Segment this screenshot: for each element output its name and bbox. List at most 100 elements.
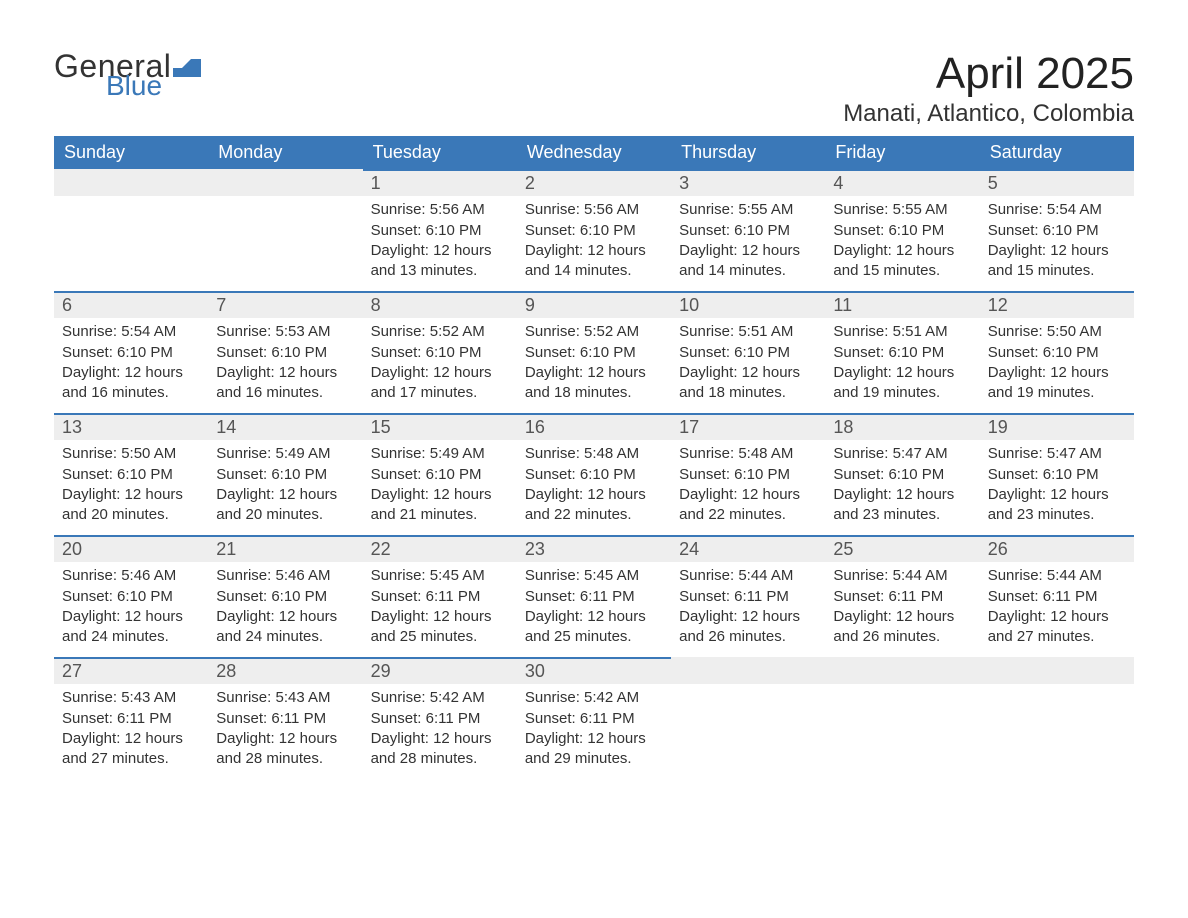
daylight-line-2: and 14 minutes. [679,261,817,281]
sunset-line: Sunset: 6:10 PM [679,465,817,485]
daylight-line-1: Daylight: 12 hours [679,485,817,505]
daylight-line-1: Daylight: 12 hours [525,607,663,627]
calendar-day-cell: 25 Sunrise: 5:44 AMSunset: 6:11 PMDayligh… [825,535,979,657]
daylight-line-1: Daylight: 12 hours [216,485,354,505]
sunrise-line: Sunrise: 5:46 AM [62,566,200,586]
sunset-line: Sunset: 6:10 PM [679,343,817,363]
sunset-line: Sunset: 6:11 PM [216,709,354,729]
daylight-line-1: Daylight: 12 hours [216,607,354,627]
daylight-line-2: and 28 minutes. [216,749,354,769]
sunrise-line: Sunrise: 5:56 AM [525,200,663,220]
sunset-line: Sunset: 6:10 PM [62,587,200,607]
day-body: Sunrise: 5:46 AMSunset: 6:10 PMDaylight:… [54,562,208,655]
sunset-line: Sunset: 6:10 PM [988,343,1126,363]
daylight-line-1: Daylight: 12 hours [371,607,509,627]
daylight-line-1: Daylight: 12 hours [679,607,817,627]
day-number-bar: 3 [671,169,825,196]
day-number-bar: 14 [208,413,362,440]
daylight-line-2: and 21 minutes. [371,505,509,525]
calendar-day-cell: 2Sunrise: 5:56 AMSunset: 6:10 PMDaylight… [517,169,671,291]
daylight-line-2: and 16 minutes. [62,383,200,403]
calendar-day-cell: 8Sunrise: 5:52 AMSunset: 6:10 PMDaylight… [363,291,517,413]
day-number-bar: 26 [980,535,1134,562]
sunset-line: Sunset: 6:10 PM [62,465,200,485]
day-body: Sunrise: 5:42 AMSunset: 6:11 PMDaylight:… [517,684,671,777]
daylight-line-1: Daylight: 12 hours [62,607,200,627]
sunset-line: Sunset: 6:11 PM [525,587,663,607]
daylight-line-1: Daylight: 12 hours [371,729,509,749]
sunrise-line: Sunrise: 5:44 AM [679,566,817,586]
daylight-line-2: and 25 minutes. [525,627,663,647]
calendar-day-cell: 3Sunrise: 5:55 AMSunset: 6:10 PMDaylight… [671,169,825,291]
sunrise-line: Sunrise: 5:54 AM [62,322,200,342]
calendar-day-cell: 30Sunrise: 5:42 AMSunset: 6:11 PMDayligh… [517,657,671,779]
daylight-line-2: and 13 minutes. [371,261,509,281]
daylight-line-1: Daylight: 12 hours [525,485,663,505]
calendar-day-cell: 4Sunrise: 5:55 AMSunset: 6:10 PMDaylight… [825,169,979,291]
calendar-day-cell: 23Sunrise: 5:45 AMSunset: 6:11 PMDayligh… [517,535,671,657]
daylight-line-1: Daylight: 12 hours [988,241,1126,261]
day-body: Sunrise: 5:49 AMSunset: 6:10 PMDaylight:… [363,440,517,533]
calendar-day-cell: 29 Sunrise: 5:42 AMSunset: 6:11 PMDayligh… [363,657,517,779]
calendar-week-row: 6Sunrise: 5:54 AMSunset: 6:10 PMDaylight… [54,291,1134,413]
daylight-line-2: and 17 minutes. [371,383,509,403]
daylight-line-1: Daylight: 12 hours [371,485,509,505]
daylight-line-1: Daylight: 12 hours [833,363,971,383]
calendar-day-cell: 28Sunrise: 5:43 AMSunset: 6:11 PMDayligh… [208,657,362,779]
sunset-line: Sunset: 6:11 PM [833,587,971,607]
sunset-line: Sunset: 6:10 PM [216,343,354,363]
sunrise-line: Sunrise: 5:44 AM [833,566,971,586]
sunset-line: Sunset: 6:10 PM [371,343,509,363]
daylight-line-1: Daylight: 12 hours [988,485,1126,505]
daylight-line-1: Daylight: 12 hours [833,607,971,627]
sunrise-line: Sunrise: 5:49 AM [216,444,354,464]
daylight-line-2: and 19 minutes. [988,383,1126,403]
day-number-bar: 21 [208,535,362,562]
sunrise-line: Sunrise: 5:50 AM [988,322,1126,342]
sunrise-line: Sunrise: 5:55 AM [679,200,817,220]
weekday-header: Tuesday [363,136,517,169]
day-number-bar: 7 [208,291,362,318]
sunrise-line: Sunrise: 5:52 AM [371,322,509,342]
sunrise-line: Sunrise: 5:42 AM [371,688,509,708]
calendar-day-cell [208,169,362,291]
day-body: Sunrise: 5:50 AMSunset: 6:10 PMDaylight:… [980,318,1134,411]
title-block: April 2025 Manati, Atlantico, Colombia [843,50,1134,128]
sunrise-line: Sunrise: 5:51 AM [833,322,971,342]
sunset-line: Sunset: 6:10 PM [216,587,354,607]
day-number-bar: 5 [980,169,1134,196]
day-number-bar: 25 [825,535,979,562]
calendar-day-cell: 26Sunrise: 5:44 AMSunset: 6:11 PMDayligh… [980,535,1134,657]
calendar-day-cell [825,657,979,779]
sunrise-line: Sunrise: 5:53 AM [216,322,354,342]
logo-word2: Blue [106,72,201,100]
daylight-line-1: Daylight: 12 hours [525,241,663,261]
day-body: Sunrise: 5:54 AMSunset: 6:10 PMDaylight:… [54,318,208,411]
sunset-line: Sunset: 6:10 PM [988,465,1126,485]
day-body: Sunrise: 5:55 AMSunset: 6:10 PMDaylight:… [825,196,979,289]
day-number-bar [825,657,979,684]
day-body: Sunrise: 5:44 AMSunset: 6:11 PMDaylight:… [671,562,825,655]
day-body: Sunrise: 5:49 AMSunset: 6:10 PMDaylight:… [208,440,362,533]
sunset-line: Sunset: 6:11 PM [62,709,200,729]
calendar-day-cell: 24Sunrise: 5:44 AMSunset: 6:11 PMDayligh… [671,535,825,657]
calendar-day-cell: 11Sunrise: 5:51 AMSunset: 6:10 PMDayligh… [825,291,979,413]
day-number-bar: 30 [517,657,671,684]
sunset-line: Sunset: 6:11 PM [371,709,509,729]
calendar-day-cell [980,657,1134,779]
calendar-day-cell [671,657,825,779]
calendar-day-cell: 7Sunrise: 5:53 AMSunset: 6:10 PMDaylight… [208,291,362,413]
sunset-line: Sunset: 6:11 PM [371,587,509,607]
calendar-day-cell: 10Sunrise: 5:51 AMSunset: 6:10 PMDayligh… [671,291,825,413]
daylight-line-2: and 22 minutes. [679,505,817,525]
day-number-bar: 19 [980,413,1134,440]
day-number-bar [208,169,362,196]
daylight-line-1: Daylight: 12 hours [216,729,354,749]
day-number-bar: 29 [363,657,517,684]
sunset-line: Sunset: 6:10 PM [62,343,200,363]
sunrise-line: Sunrise: 5:48 AM [525,444,663,464]
calendar-day-cell: 21Sunrise: 5:46 AMSunset: 6:10 PMDayligh… [208,535,362,657]
day-body: Sunrise: 5:45 AMSunset: 6:11 PMDaylight:… [517,562,671,655]
day-number-bar [671,657,825,684]
day-body: Sunrise: 5:50 AMSunset: 6:10 PMDaylight:… [54,440,208,533]
